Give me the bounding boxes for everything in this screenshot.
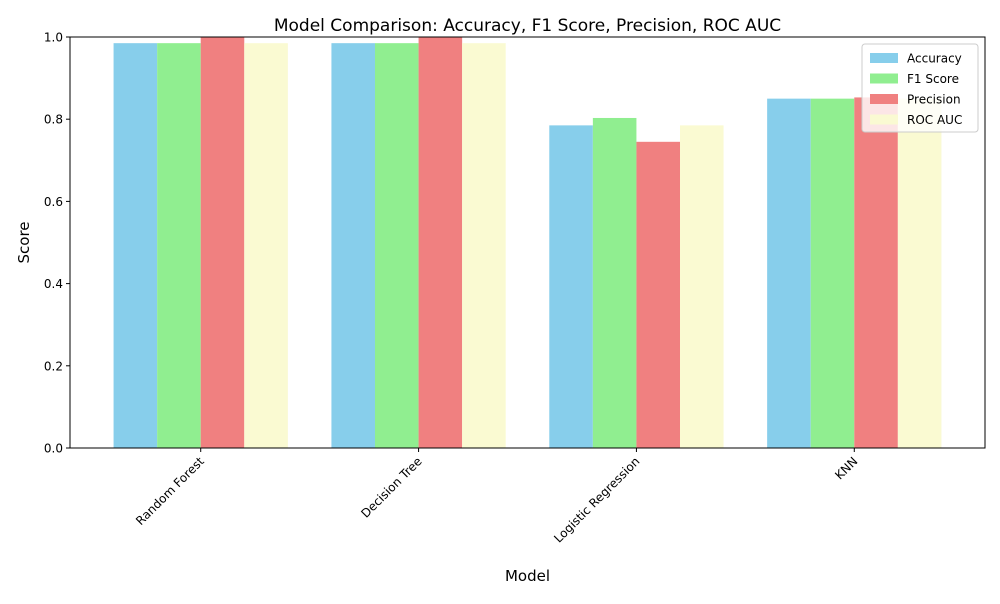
x-axis: Random Forest Decision Tree Logistic Regre…: [133, 448, 860, 546]
bar-accuracy-1: [331, 43, 375, 449]
bar-roc-auc-2: [680, 125, 724, 449]
bar-precision-1: [418, 37, 463, 448]
bar-accuracy-3: [767, 98, 811, 449]
chart-title: Model Comparison: Accuracy, F1 Score, Pr…: [274, 16, 781, 36]
y-tick-label: 0.6: [44, 195, 63, 209]
y-axis: 0.0 0.2 0.4 0.6 0.8 1.0: [44, 31, 70, 456]
legend-swatch: [870, 114, 898, 125]
x-tick-label: Decision Tree: [358, 454, 424, 520]
bar-f1-score-0: [157, 43, 201, 449]
y-tick-label: 1.0: [44, 31, 63, 45]
legend-swatch: [870, 94, 898, 104]
bar-roc-auc-0: [244, 43, 288, 449]
bars-group: [113, 37, 942, 449]
bar-f1-score-2: [592, 117, 637, 448]
legend-label: F1 Score: [907, 72, 959, 86]
x-axis-label: Model: [505, 567, 550, 585]
bar-precision-2: [636, 141, 680, 448]
bar-accuracy-0: [113, 43, 158, 449]
y-axis-label: Score: [15, 221, 33, 263]
plot-frame: [69, 36, 986, 449]
x-tick-label: Logistic Regression: [551, 454, 642, 545]
legend-swatch: [870, 53, 898, 63]
bar-accuracy-2: [549, 125, 593, 449]
bar-f1-score-3: [810, 98, 855, 449]
y-tick-label: 0.0: [44, 442, 63, 456]
legend-label: ROC AUC: [907, 113, 962, 127]
y-tick-label: 0.8: [44, 113, 63, 127]
legend: Accuracy F1 Score Precision ROC AUC: [861, 43, 979, 133]
x-tick-label: KNN: [832, 454, 860, 482]
x-tick-label: Random Forest: [133, 454, 207, 528]
legend-label: Precision: [907, 93, 961, 107]
bar-roc-auc-1: [462, 43, 506, 449]
bar-f1-score-1: [375, 43, 419, 449]
legend-label: Accuracy: [907, 52, 962, 66]
legend-swatch: [870, 73, 898, 84]
bar-roc-auc-3: [897, 98, 942, 449]
bar-precision-3: [854, 97, 898, 449]
legend-box: [861, 43, 979, 133]
bar-precision-0: [200, 37, 245, 448]
y-tick-label: 0.4: [44, 277, 63, 291]
y-tick-label: 0.2: [44, 359, 63, 373]
